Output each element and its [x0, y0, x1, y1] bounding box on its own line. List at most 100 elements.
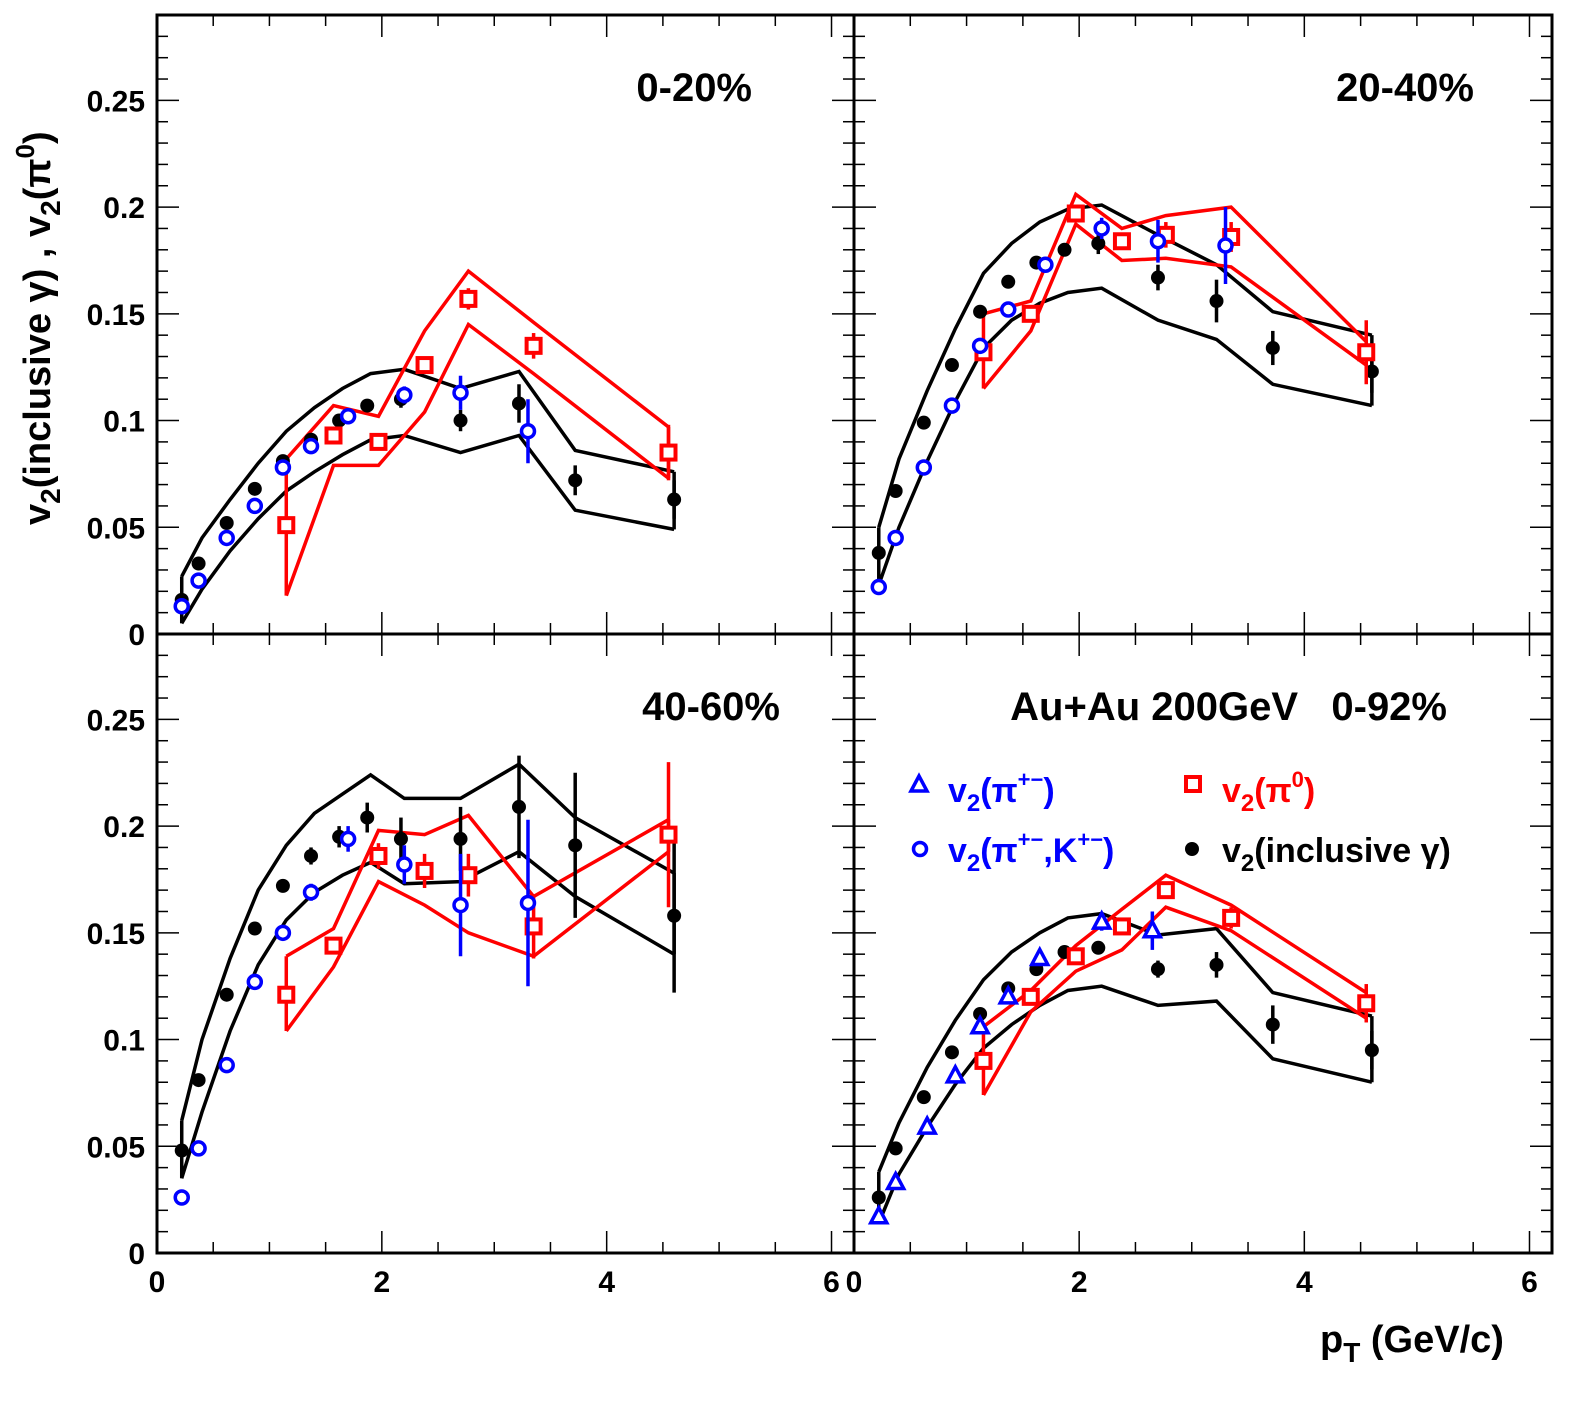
- pipm-point: [1028, 945, 1051, 967]
- pik-point: [971, 337, 989, 355]
- pi0-point: [324, 936, 343, 955]
- gamma-point: [944, 358, 959, 373]
- legend-header: Au+Au 200GeV 0-92%: [1010, 685, 1447, 729]
- band_red-lower-line: [981, 905, 1368, 1096]
- pi0-point: [974, 1051, 993, 1070]
- y-tick-label: 0: [128, 1238, 145, 1271]
- gamma-point: [888, 483, 903, 498]
- pik-point: [396, 856, 413, 873]
- pipm-point: [969, 1014, 992, 1035]
- pik-point: [870, 578, 888, 596]
- pik-point: [999, 301, 1017, 318]
- gamma-point: [1364, 1043, 1379, 1058]
- pi0-point: [277, 985, 296, 1004]
- pik-point: [1217, 237, 1234, 254]
- pik-point: [274, 924, 292, 942]
- gamma-point: [1150, 962, 1165, 977]
- gamma-point: [1150, 270, 1165, 285]
- pik-point: [302, 437, 320, 455]
- pi0-point: [659, 825, 678, 844]
- gamma-point: [1091, 940, 1106, 955]
- band_red-upper-line: [284, 268, 670, 461]
- pi0-point: [324, 426, 343, 445]
- gamma-point: [1091, 236, 1106, 251]
- gamma-point: [1209, 957, 1224, 972]
- x-axis-title: pT (GeV/c): [1320, 1319, 1504, 1368]
- y-tick-label: 0.15: [87, 918, 145, 951]
- gamma-point: [888, 1141, 903, 1156]
- axis-ticks: [156, 15, 1552, 1254]
- pik-point: [1149, 233, 1167, 250]
- data-points: [173, 204, 1379, 1225]
- gamma-point: [247, 481, 262, 496]
- gamma-point: [568, 473, 583, 488]
- pi0-point: [659, 443, 678, 462]
- pipm-point: [916, 1114, 939, 1135]
- pipm-point: [884, 1169, 907, 1191]
- band_black-upper-line: [180, 367, 675, 578]
- pik-point: [190, 1140, 207, 1157]
- gamma-point: [871, 1190, 886, 1205]
- gamma-point: [916, 1090, 931, 1105]
- gamma-point: [247, 921, 262, 936]
- x-tick-label: 0: [846, 1266, 863, 1299]
- gamma-point: [568, 838, 583, 853]
- panel-frame: [852, 632, 1554, 1255]
- gamma-point: [393, 831, 408, 846]
- x-tick-label: 6: [823, 1266, 840, 1299]
- x-tick-label: 4: [598, 1266, 615, 1299]
- legend-marker-triangle: [908, 772, 930, 793]
- legend-label-gamma: v2(inclusive γ): [1222, 832, 1451, 877]
- panel-label-20-40: 20-40%: [1336, 66, 1474, 110]
- pi0-point: [415, 356, 434, 375]
- gamma-point: [360, 810, 375, 825]
- gamma-point: [1001, 274, 1016, 289]
- band_red-lower-line: [982, 221, 1368, 390]
- gamma-point: [871, 545, 886, 560]
- gamma-point: [191, 556, 206, 571]
- pik-point: [274, 459, 292, 476]
- pik-point: [519, 894, 537, 912]
- pik-point: [396, 386, 413, 404]
- legend-marker-square: [1184, 775, 1202, 793]
- y-tick-label: 0.05: [87, 1131, 145, 1164]
- panel-label-0-20: 0-20%: [636, 66, 752, 110]
- y-tick-label: 0.2: [103, 192, 145, 225]
- pik-point: [246, 497, 264, 515]
- gamma-point: [219, 516, 234, 531]
- band_black-lower-line: [180, 433, 675, 625]
- gamma-point: [1364, 364, 1379, 379]
- gamma-point: [667, 908, 682, 923]
- pi0-point: [1222, 908, 1241, 927]
- band_red-upper-line: [983, 191, 1368, 343]
- pik-point: [173, 598, 190, 615]
- y-tick-label: 0.1: [103, 406, 145, 439]
- pipm-point: [944, 1063, 967, 1084]
- x-tick-label: 6: [1521, 1266, 1538, 1299]
- gamma-point: [511, 396, 526, 411]
- gamma-point: [304, 848, 319, 863]
- pi0-point: [277, 516, 296, 535]
- gamma-point: [275, 878, 290, 893]
- pi0-point: [459, 866, 478, 885]
- pi0-point: [459, 289, 478, 308]
- gamma-point: [1057, 242, 1072, 257]
- pi0-point: [1021, 987, 1040, 1006]
- pi0-point: [1021, 304, 1040, 323]
- pik-point: [1093, 220, 1110, 237]
- pi0-point: [1112, 917, 1131, 936]
- legend-marker-filled-circle: [1185, 842, 1199, 856]
- gamma-point: [219, 987, 234, 1002]
- pipm-point: [997, 984, 1020, 1005]
- gamma-point: [360, 398, 375, 413]
- pik-point: [452, 384, 469, 402]
- panel-frames: [155, 13, 1554, 1255]
- y-tick-label: 0.15: [87, 299, 145, 332]
- pik-point: [943, 397, 961, 414]
- pipm-point: [1141, 917, 1164, 939]
- gamma-point: [973, 1006, 988, 1021]
- pi0-point: [1357, 994, 1376, 1013]
- gamma-point: [1265, 1017, 1280, 1032]
- pik-point: [190, 572, 207, 589]
